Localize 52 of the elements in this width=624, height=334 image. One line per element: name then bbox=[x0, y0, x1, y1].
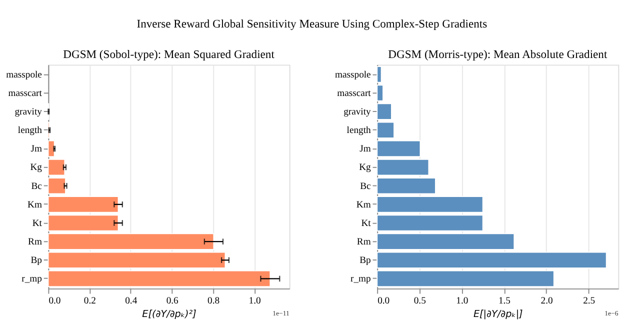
x-tick-label: 2.0 bbox=[540, 295, 553, 306]
x-tick-label: 1.0 bbox=[456, 295, 468, 306]
y-tick-label: Km bbox=[356, 199, 372, 210]
y-tick-label: Jm bbox=[30, 144, 42, 155]
x-tick-label: 2.5 bbox=[583, 295, 596, 306]
y-tick-label: Rm bbox=[28, 236, 42, 248]
y-tick-label: r_mp bbox=[350, 274, 372, 285]
y-tick-label: Kt bbox=[361, 218, 372, 229]
y-tick-label: gravity bbox=[14, 106, 42, 118]
y-tick-label: masscart bbox=[337, 88, 372, 99]
y-tick-label: Bp bbox=[30, 255, 42, 266]
y-tick-label: Jm bbox=[360, 144, 372, 155]
x-tick-label: 0.6 bbox=[166, 295, 179, 306]
y-tick-label: masspole bbox=[335, 69, 371, 80]
chart-title: DGSM (Sobol-type): Mean Squared Gradient bbox=[63, 48, 276, 61]
y-tick-label: length bbox=[346, 125, 372, 136]
x-tick-label: 0.0 bbox=[378, 295, 390, 306]
y-tick-label: Kg bbox=[30, 162, 42, 174]
y-tick-label: Kg bbox=[359, 162, 372, 174]
bar bbox=[48, 252, 226, 269]
x-tick-label: 0.5 bbox=[414, 295, 426, 306]
y-tick-label: masspole bbox=[6, 69, 42, 80]
bar bbox=[376, 177, 436, 194]
y-tick-label: Kt bbox=[32, 218, 42, 229]
chart-title: DGSM (Morris-type): Mean Absolute Gradient bbox=[388, 48, 608, 61]
text: Inverse Reward Global Sensitivity Measure Using Complex-Step Gradients bbox=[136, 18, 488, 31]
x-axis-title: E[|∂Y/∂pₖ|] bbox=[473, 308, 524, 320]
x-axis-title: E[(∂Y/∂pₖ)²] bbox=[142, 308, 197, 320]
bar bbox=[48, 270, 271, 288]
x-tick-label: 0.2 bbox=[84, 295, 96, 306]
y-tick-label: Bp bbox=[360, 255, 372, 266]
y-tick-label: Km bbox=[28, 199, 42, 210]
y-tick-label: Bc bbox=[360, 180, 371, 192]
y-tick-label: Rm bbox=[356, 236, 372, 248]
x-tick-label: 1.5 bbox=[498, 295, 511, 306]
bar bbox=[48, 140, 55, 158]
y-tick-label: Bc bbox=[31, 180, 42, 192]
x-tick-label: 1.0 bbox=[248, 295, 261, 306]
bar bbox=[376, 140, 421, 158]
y-tick-label: length bbox=[18, 125, 42, 136]
y-tick-label: r_mp bbox=[22, 274, 42, 285]
bar bbox=[48, 158, 66, 176]
y-tick-label: gravity bbox=[344, 106, 372, 118]
x-tick-label: 0.0 bbox=[48, 295, 61, 306]
bar bbox=[376, 122, 395, 139]
bar bbox=[376, 252, 607, 269]
x-tick-label: 0.4 bbox=[125, 295, 138, 306]
y-tick-label: masscart bbox=[8, 88, 42, 99]
bar bbox=[48, 177, 66, 194]
bar bbox=[376, 270, 554, 288]
x-tick-label: 0.8 bbox=[208, 295, 220, 306]
bar bbox=[376, 158, 430, 176]
